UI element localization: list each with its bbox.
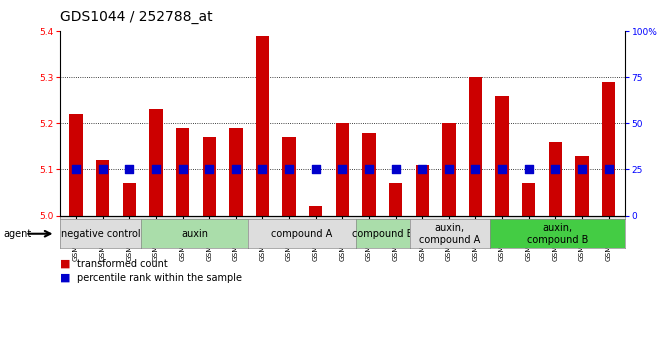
Point <box>337 167 347 172</box>
Text: compound B: compound B <box>352 229 413 239</box>
Bar <box>336 124 349 216</box>
Text: GDS1044 / 252788_at: GDS1044 / 252788_at <box>60 10 212 24</box>
Bar <box>202 137 216 216</box>
Bar <box>575 156 589 216</box>
Point <box>284 167 295 172</box>
Point <box>311 167 321 172</box>
Point <box>550 167 560 172</box>
Bar <box>96 160 110 216</box>
Bar <box>389 183 402 216</box>
Bar <box>362 132 375 216</box>
Text: ■: ■ <box>60 273 71 283</box>
Bar <box>176 128 189 216</box>
Point <box>363 167 374 172</box>
Text: auxin,
compound A: auxin, compound A <box>420 223 480 245</box>
Text: compound A: compound A <box>271 229 333 239</box>
Bar <box>442 124 456 216</box>
Text: transformed count: transformed count <box>77 259 168 269</box>
Bar <box>522 183 535 216</box>
Point <box>497 167 508 172</box>
Bar <box>69 114 83 216</box>
Point <box>150 167 161 172</box>
Bar <box>496 96 509 216</box>
Text: percentile rank within the sample: percentile rank within the sample <box>77 273 242 283</box>
Bar <box>150 109 162 216</box>
Point <box>390 167 401 172</box>
Bar <box>309 206 323 216</box>
Text: negative control: negative control <box>61 229 140 239</box>
Point <box>417 167 428 172</box>
Point <box>177 167 188 172</box>
Point <box>470 167 481 172</box>
Bar <box>283 137 296 216</box>
Text: auxin,
compound B: auxin, compound B <box>526 223 588 245</box>
Bar <box>123 183 136 216</box>
Point <box>71 167 81 172</box>
Point <box>444 167 454 172</box>
Text: auxin: auxin <box>181 229 208 239</box>
Text: ■: ■ <box>60 259 71 269</box>
Point <box>603 167 614 172</box>
Bar <box>602 82 615 216</box>
Bar <box>548 142 562 216</box>
Point <box>257 167 268 172</box>
Text: agent: agent <box>3 229 31 239</box>
Point <box>98 167 108 172</box>
Point <box>204 167 214 172</box>
Point <box>124 167 135 172</box>
Bar <box>229 128 242 216</box>
Point <box>524 167 534 172</box>
Point <box>576 167 587 172</box>
Bar <box>256 36 269 216</box>
Bar <box>469 77 482 216</box>
Point <box>230 167 241 172</box>
Bar <box>415 165 429 216</box>
